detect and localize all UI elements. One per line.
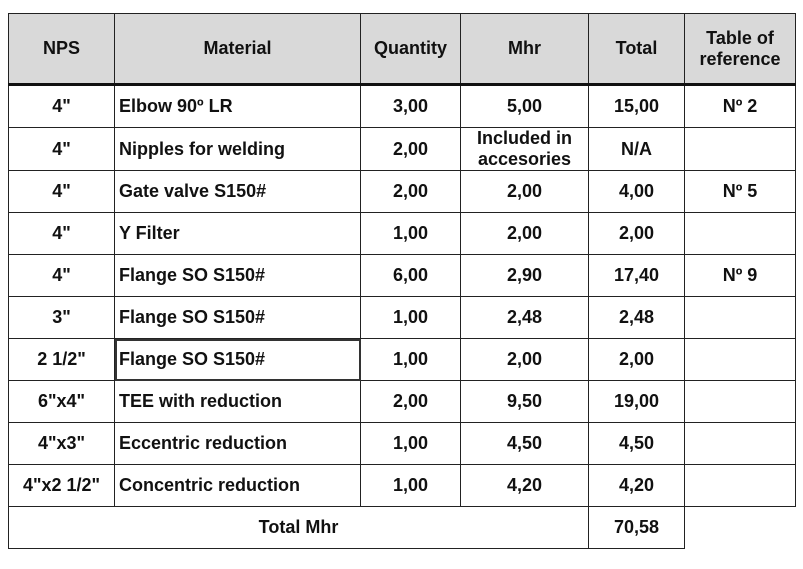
- cell-nps[interactable]: 4"x2 1/2": [8, 464, 115, 507]
- cell-material[interactable]: Concentric reduction: [114, 464, 361, 507]
- cell-total[interactable]: 4,00: [588, 170, 685, 213]
- cell-mhr[interactable]: 2,00: [460, 212, 589, 255]
- cell-mhr[interactable]: 5,00: [460, 84, 589, 128]
- cell-mhr[interactable]: 2,90: [460, 254, 589, 297]
- cell-reference[interactable]: Nº 9: [684, 254, 796, 297]
- cell-mhr[interactable]: 9,50: [460, 380, 589, 423]
- cell-material[interactable]: Flange SO S150#: [114, 254, 361, 297]
- cell-reference[interactable]: [684, 127, 796, 171]
- cell-nps[interactable]: 4": [8, 127, 115, 171]
- cell-mhr[interactable]: 4,50: [460, 422, 589, 465]
- cell-total[interactable]: 4,50: [588, 422, 685, 465]
- cell-total[interactable]: 19,00: [588, 380, 685, 423]
- cell-total[interactable]: 2,00: [588, 338, 685, 381]
- total-row: Total Mhr 70,58: [8, 506, 796, 549]
- cell-mhr[interactable]: 2,00: [460, 170, 589, 213]
- cell-mhr[interactable]: 2,00: [460, 338, 589, 381]
- cell-material[interactable]: Eccentric reduction: [114, 422, 361, 465]
- cell-nps[interactable]: 4": [8, 170, 115, 213]
- cell-quantity[interactable]: 2,00: [360, 127, 461, 171]
- cell-nps[interactable]: 2 1/2": [8, 338, 115, 381]
- cell-quantity[interactable]: 1,00: [360, 464, 461, 507]
- header-nps[interactable]: NPS: [8, 13, 115, 85]
- cell-quantity[interactable]: 6,00: [360, 254, 461, 297]
- total-label[interactable]: Total Mhr: [8, 506, 589, 549]
- cell-nps[interactable]: 4": [8, 84, 115, 128]
- cell-total[interactable]: N/A: [588, 127, 685, 171]
- cell-quantity[interactable]: 1,00: [360, 212, 461, 255]
- mhr-table: NPS Material Quantity Mhr Total Table of…: [8, 13, 796, 549]
- cell-reference[interactable]: [684, 338, 796, 381]
- header-total[interactable]: Total: [588, 13, 685, 85]
- table-row: 2 1/2" Flange SO S150# 1,00 2,00 2,00: [8, 338, 796, 381]
- table-row: 4"x2 1/2" Concentric reduction 1,00 4,20 4,2…: [8, 464, 796, 507]
- cell-quantity[interactable]: 2,00: [360, 170, 461, 213]
- table-row: 3" Flange SO S150# 1,00 2,48 2,48: [8, 296, 796, 339]
- mhr-table-container: NPS Material Quantity Mhr Total Table of…: [8, 13, 796, 549]
- cell-mhr[interactable]: 2,48: [460, 296, 589, 339]
- cell-material[interactable]: Nipples for welding: [114, 127, 361, 171]
- cell-reference[interactable]: Nº 5: [684, 170, 796, 213]
- table-row: 6"x4" TEE with reduction 2,00 9,50 19,00: [8, 380, 796, 423]
- cell-total[interactable]: 17,40: [588, 254, 685, 297]
- cell-quantity[interactable]: 3,00: [360, 84, 461, 128]
- header-row: NPS Material Quantity Mhr Total Table of…: [8, 13, 796, 85]
- cell-nps[interactable]: 4"x3": [8, 422, 115, 465]
- cell-mhr[interactable]: 4,20: [460, 464, 589, 507]
- cell-material[interactable]: Y Filter: [114, 212, 361, 255]
- cell-reference[interactable]: Nº 2: [684, 84, 796, 128]
- table-row: 4" Flange SO S150# 6,00 2,90 17,40 Nº 9: [8, 254, 796, 297]
- cell-nps[interactable]: 3": [8, 296, 115, 339]
- cell-total[interactable]: 15,00: [588, 84, 685, 128]
- table-row: 4" Y Filter 1,00 2,00 2,00: [8, 212, 796, 255]
- total-value[interactable]: 70,58: [588, 506, 685, 549]
- cell-reference[interactable]: [684, 464, 796, 507]
- cell-material[interactable]: Gate valve S150#: [114, 170, 361, 213]
- cell-material[interactable]: Flange SO S150#: [114, 296, 361, 339]
- table-row: 4"x3" Eccentric reduction 1,00 4,50 4,50: [8, 422, 796, 465]
- cell-mhr[interactable]: Included in accesories: [460, 127, 589, 171]
- cell-reference[interactable]: [684, 296, 796, 339]
- cell-nps[interactable]: 4": [8, 212, 115, 255]
- cell-reference[interactable]: [684, 380, 796, 423]
- header-material[interactable]: Material: [114, 13, 361, 85]
- cell-quantity[interactable]: 2,00: [360, 380, 461, 423]
- cell-nps[interactable]: 4": [8, 254, 115, 297]
- cell-material[interactable]: Elbow 90º LR: [114, 84, 361, 128]
- cell-reference[interactable]: [684, 212, 796, 255]
- cell-quantity[interactable]: 1,00: [360, 296, 461, 339]
- table-row: 4" Gate valve S150# 2,00 2,00 4,00 Nº 5: [8, 170, 796, 213]
- cell-reference[interactable]: [684, 422, 796, 465]
- table-row: 4" Elbow 90º LR 3,00 5,00 15,00 Nº 2: [8, 84, 796, 128]
- cell-nps[interactable]: 6"x4": [8, 380, 115, 423]
- cell-material[interactable]: TEE with reduction: [114, 380, 361, 423]
- table-row: 4" Nipples for welding 2,00 Included in acc…: [8, 127, 796, 171]
- cell-total[interactable]: 2,00: [588, 212, 685, 255]
- cell-quantity[interactable]: 1,00: [360, 422, 461, 465]
- cell-total[interactable]: 2,48: [588, 296, 685, 339]
- header-mhr[interactable]: Mhr: [460, 13, 589, 85]
- header-quantity[interactable]: Quantity: [360, 13, 461, 85]
- cell-total[interactable]: 4,20: [588, 464, 685, 507]
- header-reference[interactable]: Table of reference: [684, 13, 796, 85]
- cell-material[interactable]: Flange SO S150#: [114, 338, 361, 381]
- total-blank: [684, 506, 796, 549]
- cell-quantity[interactable]: 1,00: [360, 338, 461, 381]
